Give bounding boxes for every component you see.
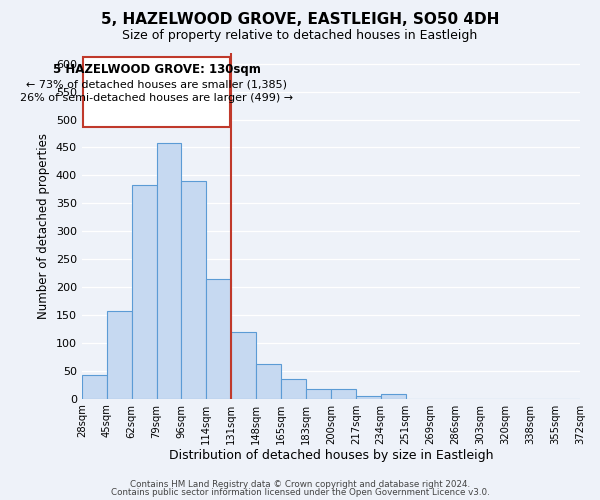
- Bar: [256, 364, 281, 398]
- X-axis label: Distribution of detached houses by size in Eastleigh: Distribution of detached houses by size …: [169, 450, 493, 462]
- Text: ← 73% of detached houses are smaller (1,385): ← 73% of detached houses are smaller (1,…: [26, 80, 287, 90]
- Text: 26% of semi-detached houses are larger (499) →: 26% of semi-detached houses are larger (…: [20, 94, 293, 104]
- Text: Size of property relative to detached houses in Eastleigh: Size of property relative to detached ho…: [122, 29, 478, 42]
- Bar: [231, 332, 256, 398]
- Bar: [331, 388, 356, 398]
- FancyBboxPatch shape: [83, 57, 230, 127]
- Bar: [281, 379, 306, 398]
- Bar: [157, 143, 181, 399]
- Text: Contains public sector information licensed under the Open Government Licence v3: Contains public sector information licen…: [110, 488, 490, 497]
- Bar: [107, 311, 131, 398]
- Bar: [181, 181, 206, 398]
- Bar: [206, 278, 231, 398]
- Bar: [381, 394, 406, 398]
- Bar: [306, 389, 331, 398]
- Bar: [131, 185, 157, 398]
- Bar: [82, 376, 107, 398]
- Bar: [356, 396, 381, 398]
- Text: 5 HAZELWOOD GROVE: 130sqm: 5 HAZELWOOD GROVE: 130sqm: [53, 64, 260, 76]
- Y-axis label: Number of detached properties: Number of detached properties: [37, 132, 50, 318]
- Text: Contains HM Land Registry data © Crown copyright and database right 2024.: Contains HM Land Registry data © Crown c…: [130, 480, 470, 489]
- Text: 5, HAZELWOOD GROVE, EASTLEIGH, SO50 4DH: 5, HAZELWOOD GROVE, EASTLEIGH, SO50 4DH: [101, 12, 499, 28]
